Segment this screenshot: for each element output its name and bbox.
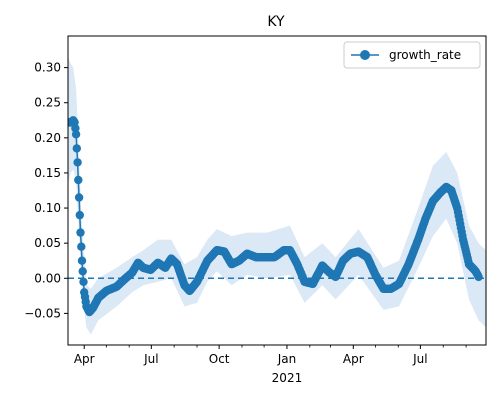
- data-point: [72, 144, 82, 153]
- data-point: [76, 228, 85, 237]
- legend: growth_rate: [343, 41, 481, 69]
- chart-title: KY: [267, 14, 285, 30]
- x-year-label: 2021: [272, 371, 303, 385]
- data-point: [79, 277, 88, 286]
- plot-frame: [67, 35, 487, 346]
- legend-label: growth_rate: [389, 48, 461, 62]
- y-tick-label: 0.20: [34, 131, 61, 145]
- y-tick-label: 0.05: [34, 236, 61, 250]
- data-point: [73, 158, 82, 167]
- legend-box: [343, 41, 481, 69]
- data-point: [77, 256, 87, 265]
- y-tick-label: 0.00: [34, 271, 61, 285]
- y-tick-label: 0.30: [34, 61, 61, 75]
- x-tick-label: Oct: [209, 352, 230, 366]
- uncertainty-band: [68, 57, 486, 335]
- legend-marker-sample: [360, 50, 370, 60]
- y-axis: −0.05 0.00 0.05 0.10 0.15 0.20 0.25 0.30: [24, 61, 68, 320]
- plot-area: [67, 35, 487, 346]
- data-point: [77, 242, 86, 251]
- y-tick-label: 0.25: [34, 96, 61, 110]
- y-tick-label: −0.05: [24, 306, 61, 320]
- data-point: [474, 272, 483, 282]
- data-point: [75, 210, 85, 220]
- x-tick-label: Apr: [343, 352, 364, 366]
- x-tick-label: Jan: [277, 352, 297, 366]
- data-point: [74, 175, 83, 185]
- data-point: [74, 193, 84, 202]
- data-point: [78, 267, 87, 276]
- x-axis: Apr Jul Oct Jan Apr Jul 2021: [74, 345, 467, 385]
- x-tick-label: Jul: [412, 352, 427, 366]
- x-tick-label: Apr: [74, 352, 95, 366]
- y-tick-label: 0.15: [34, 166, 61, 180]
- data-point: [71, 130, 81, 139]
- x-tick-label: Jul: [143, 352, 158, 366]
- y-tick-label: 0.10: [34, 201, 61, 215]
